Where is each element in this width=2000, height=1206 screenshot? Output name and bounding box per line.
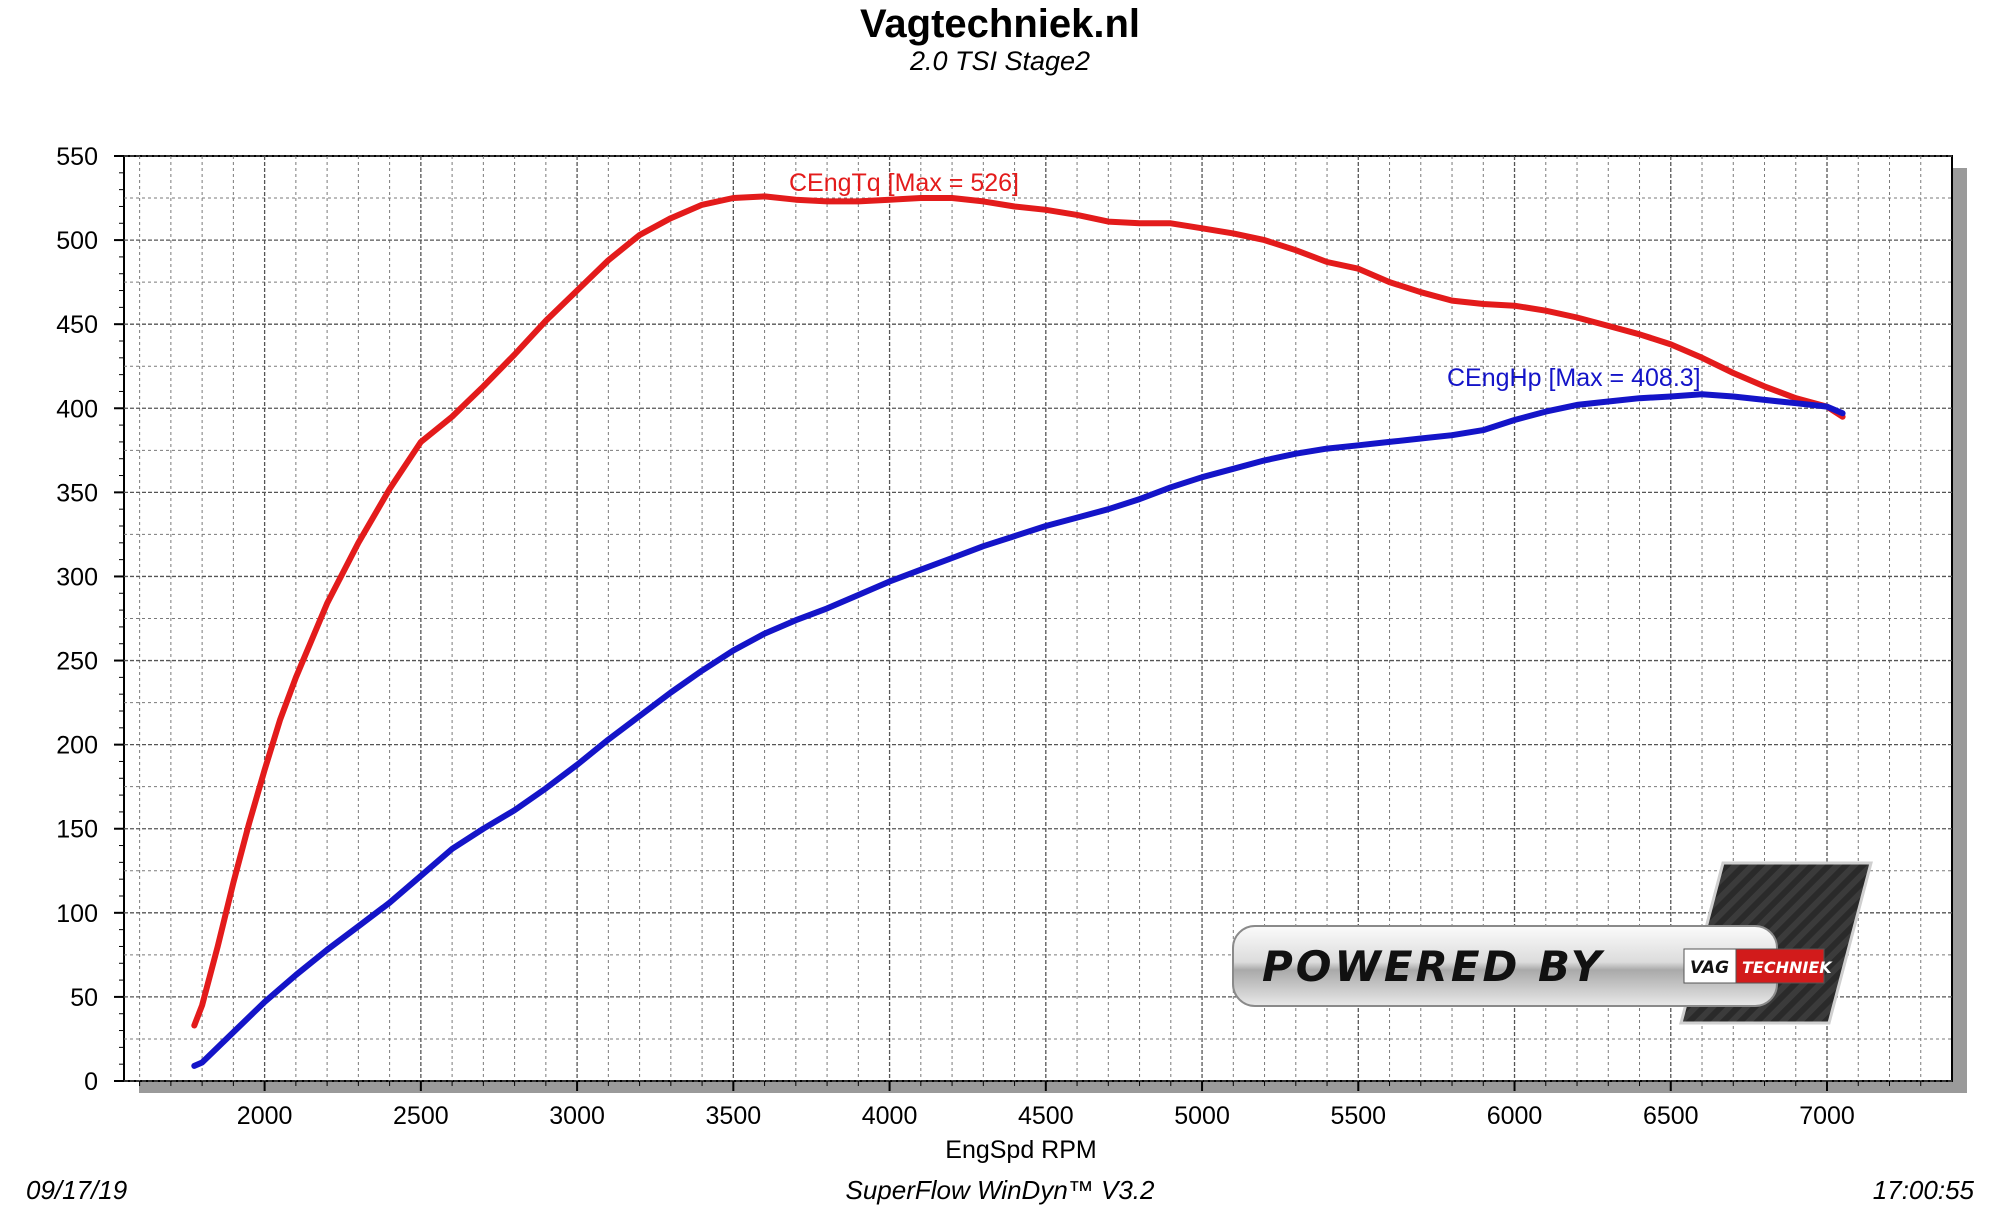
y-tick-label: 400	[56, 395, 98, 423]
x-tick-label: 5500	[1330, 1102, 1386, 1130]
x-tick-label: 7000	[1799, 1102, 1855, 1130]
page-subtitle: 2.0 TSI Stage2	[909, 46, 1091, 76]
y-tick-label: 350	[56, 479, 98, 507]
y-tick-label: 150	[56, 816, 98, 844]
logo-brand-techniek: TECHNIEK	[1742, 958, 1833, 977]
logo-powered-by-text: POWERED BY	[1262, 942, 1605, 991]
logo-badge-white	[1683, 948, 1737, 984]
x-tick-label: 3500	[706, 1102, 762, 1130]
x-tick-label: 4000	[862, 1102, 918, 1130]
y-tick-label: 550	[56, 143, 98, 171]
y-tick-label: 100	[56, 900, 98, 928]
logo-brand-vag: VAG	[1690, 958, 1729, 978]
y-tick-label: 500	[56, 227, 98, 255]
page-title: Vagtechniek.nl	[859, 2, 1141, 46]
x-tick-label: 2500	[393, 1102, 449, 1130]
x-tick-label: 6000	[1487, 1102, 1543, 1130]
major-grid	[124, 155, 1952, 1082]
x-tick-label: 3000	[549, 1102, 605, 1130]
y-axis: 0 50 100 150 200 250 300 350 400 450 500 550	[56, 143, 124, 1096]
series-label-cengtq: CEngTq [Max = 526]	[789, 169, 1019, 197]
x-tick-label: 4500	[1018, 1102, 1074, 1130]
powered-by-logo: POWERED BY VAG TECHNIEK	[1232, 861, 1873, 1025]
y-tick-label: 450	[56, 311, 98, 339]
series-label-cenghp: CEngHp [Max = 408.3]	[1447, 364, 1701, 392]
x-axis: 2000 2500 3000 3500 4000 4500 5000 5500 6000 6500…	[139, 1081, 1922, 1130]
x-tick-label: 2000	[237, 1102, 293, 1130]
footer-time: 17:00:55	[1872, 1175, 1974, 1205]
x-axis-label: EngSpd RPM	[945, 1136, 1096, 1164]
x-tick-label: 5000	[1174, 1102, 1230, 1130]
y-tick-label: 200	[56, 732, 98, 760]
series-line-cengtq	[191, 193, 1846, 1029]
logo-badge-red	[1735, 948, 1825, 984]
footer-software: SuperFlow WinDyn™ V3.2	[845, 1175, 1155, 1205]
y-tick-label: 300	[56, 563, 98, 591]
x-tick-label: 6500	[1643, 1102, 1699, 1130]
y-tick-label: 250	[56, 648, 98, 676]
series-line-cenghp	[191, 391, 1846, 1069]
y-tick-label: 50	[70, 984, 98, 1012]
y-tick-label: 0	[84, 1068, 98, 1096]
